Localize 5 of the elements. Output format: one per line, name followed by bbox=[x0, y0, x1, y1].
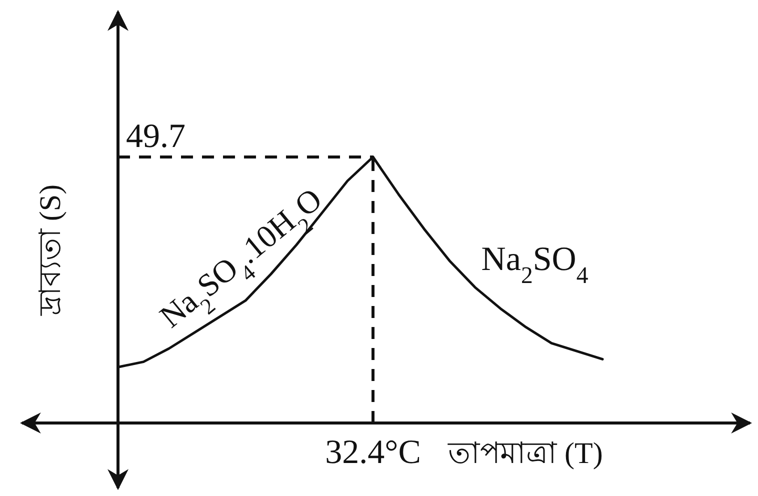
x-axis-title: তাপমাত্রা (T) bbox=[447, 437, 603, 470]
y-axis-title: দ্রাব্যতা (S) bbox=[34, 184, 67, 317]
text: 49.7 bbox=[126, 118, 186, 155]
series-label: Na$_{2}$SO$_{4}$ bbox=[481, 241, 588, 290]
text: 32.4°C bbox=[325, 434, 421, 471]
